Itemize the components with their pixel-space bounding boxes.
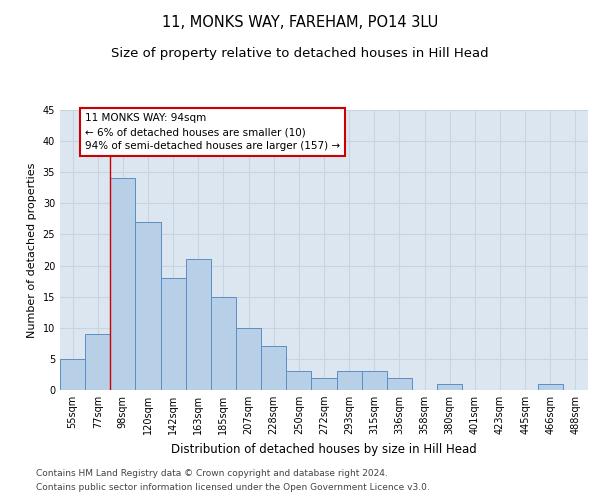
Text: Contains HM Land Registry data © Crown copyright and database right 2024.: Contains HM Land Registry data © Crown c… [36, 468, 388, 477]
Bar [236, 328, 261, 390]
Bar [186, 260, 211, 390]
Text: 11 MONKS WAY: 94sqm
← 6% of detached houses are smaller (10)
94% of semi-detache: 11 MONKS WAY: 94sqm ← 6% of detached hou… [85, 113, 340, 151]
Text: 11, MONKS WAY, FAREHAM, PO14 3LU: 11, MONKS WAY, FAREHAM, PO14 3LU [162, 15, 438, 30]
Text: Contains public sector information licensed under the Open Government Licence v3: Contains public sector information licen… [36, 484, 430, 492]
Bar [337, 372, 362, 390]
Bar [60, 359, 85, 390]
X-axis label: Distribution of detached houses by size in Hill Head: Distribution of detached houses by size … [171, 442, 477, 456]
Bar [261, 346, 286, 390]
Bar [387, 378, 412, 390]
Bar [85, 334, 110, 390]
Bar [362, 372, 387, 390]
Bar [110, 178, 136, 390]
Bar [538, 384, 563, 390]
Bar [161, 278, 186, 390]
Bar [286, 372, 311, 390]
Y-axis label: Number of detached properties: Number of detached properties [27, 162, 37, 338]
Bar [311, 378, 337, 390]
Bar [211, 296, 236, 390]
Bar [437, 384, 462, 390]
Bar [136, 222, 161, 390]
Text: Size of property relative to detached houses in Hill Head: Size of property relative to detached ho… [111, 48, 489, 60]
